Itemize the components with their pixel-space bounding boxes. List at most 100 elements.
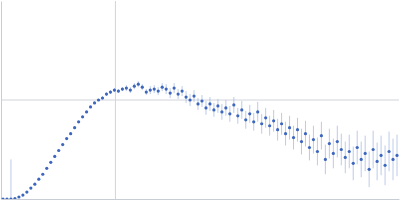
point <box>192 94 195 97</box>
point <box>57 149 60 152</box>
point <box>312 138 315 141</box>
point <box>69 132 72 135</box>
point <box>284 132 287 135</box>
point <box>45 167 48 170</box>
point <box>153 88 156 91</box>
point <box>248 112 251 115</box>
x-axis <box>2 199 400 200</box>
point <box>308 146 311 149</box>
point <box>117 89 120 92</box>
point <box>256 110 259 113</box>
point <box>387 150 390 153</box>
point <box>264 116 267 119</box>
point <box>149 89 152 92</box>
point <box>328 142 331 145</box>
grid <box>1 1 399 199</box>
point <box>85 110 88 113</box>
point <box>177 92 180 95</box>
point <box>1 197 4 199</box>
chart <box>0 0 400 200</box>
point <box>360 158 363 161</box>
point <box>53 155 56 158</box>
point <box>272 119 275 122</box>
point <box>395 154 398 157</box>
point <box>133 85 136 88</box>
point <box>37 178 40 181</box>
point <box>391 158 394 161</box>
point <box>383 164 386 167</box>
point <box>316 150 319 153</box>
point <box>352 162 355 165</box>
point <box>173 87 176 90</box>
point <box>17 195 20 198</box>
point <box>81 115 84 118</box>
point <box>336 140 339 143</box>
point <box>304 132 307 135</box>
point <box>125 87 128 90</box>
point <box>180 89 183 92</box>
point <box>93 101 96 104</box>
point <box>109 90 112 93</box>
point <box>344 156 347 159</box>
point <box>376 160 379 163</box>
point <box>260 122 263 125</box>
point <box>200 99 203 102</box>
point <box>97 98 100 101</box>
point <box>196 102 199 105</box>
axis-line <box>1 2 2 200</box>
point <box>220 110 223 113</box>
point <box>41 173 44 176</box>
point <box>121 88 124 91</box>
point <box>184 95 187 98</box>
error-bar <box>10 159 11 199</box>
point <box>340 148 343 151</box>
point <box>372 148 375 151</box>
point <box>157 89 160 92</box>
point <box>13 197 16 199</box>
point <box>105 92 108 95</box>
point <box>77 120 80 123</box>
point <box>141 86 144 89</box>
point <box>89 105 92 108</box>
point <box>252 120 255 123</box>
point <box>9 197 12 199</box>
point <box>228 112 231 115</box>
point <box>73 126 76 129</box>
point <box>29 187 32 190</box>
point <box>332 152 335 155</box>
point <box>288 126 291 129</box>
point <box>216 104 219 107</box>
error-bars <box>3 81 397 199</box>
point <box>33 183 36 186</box>
point <box>137 83 140 86</box>
point <box>280 122 283 125</box>
point <box>379 154 382 157</box>
point <box>368 168 371 171</box>
plot-area <box>1 81 398 199</box>
point <box>268 124 271 127</box>
point <box>61 143 64 146</box>
point <box>348 150 351 153</box>
point <box>129 89 132 92</box>
point <box>232 103 235 106</box>
grid-line-y <box>1 100 399 101</box>
point <box>49 161 52 164</box>
point <box>101 96 104 99</box>
points <box>1 83 398 199</box>
point <box>161 86 164 89</box>
point <box>292 136 295 139</box>
point <box>244 118 247 121</box>
point <box>236 114 239 117</box>
point <box>65 137 68 140</box>
point <box>21 193 24 196</box>
point <box>300 140 303 143</box>
point <box>5 197 8 199</box>
axis-line <box>2 199 400 200</box>
point <box>165 88 168 91</box>
point <box>356 146 359 149</box>
point <box>208 102 211 105</box>
point <box>240 108 243 111</box>
point <box>113 89 116 92</box>
point <box>145 90 148 93</box>
point <box>296 128 299 131</box>
